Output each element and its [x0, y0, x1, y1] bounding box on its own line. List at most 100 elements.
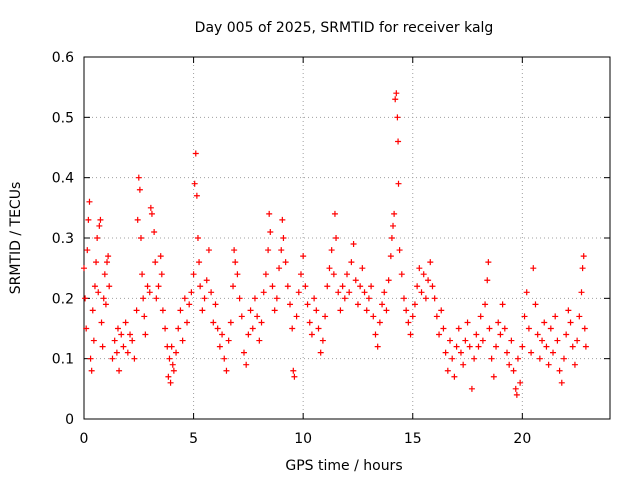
data-point	[291, 373, 298, 380]
data-point	[175, 325, 182, 332]
y-tick-label: 0.6	[52, 50, 74, 66]
data-point	[193, 192, 200, 199]
data-point	[302, 283, 309, 290]
data-point	[85, 216, 92, 223]
data-point	[479, 337, 486, 344]
data-point	[109, 355, 116, 362]
data-point	[383, 307, 390, 314]
data-point	[370, 313, 377, 320]
data-point	[363, 307, 370, 314]
data-point	[501, 325, 508, 332]
data-point	[127, 331, 134, 338]
data-point	[282, 259, 289, 266]
data-point	[317, 349, 324, 356]
data-point	[407, 331, 414, 338]
chart-title: Day 005 of 2025, SRMTID for receiver kal…	[195, 20, 494, 36]
data-point	[236, 295, 243, 302]
data-point	[390, 222, 397, 229]
data-point	[201, 295, 208, 302]
data-point	[547, 325, 554, 332]
data-point	[240, 349, 247, 356]
data-point	[521, 313, 528, 320]
data-point	[223, 367, 230, 374]
data-point	[393, 90, 400, 97]
data-point	[94, 235, 101, 241]
data-point	[297, 271, 304, 278]
data-point	[447, 337, 454, 344]
data-point	[106, 283, 113, 290]
data-point	[142, 331, 149, 338]
data-point	[168, 343, 175, 350]
data-point	[89, 307, 96, 314]
data-point	[556, 367, 563, 374]
data-point	[411, 301, 418, 308]
data-point	[243, 361, 250, 368]
data-point	[140, 295, 147, 302]
data-point	[513, 391, 520, 398]
data-point	[308, 331, 315, 338]
data-point	[508, 337, 515, 344]
data-point	[442, 349, 449, 356]
data-point	[315, 325, 322, 332]
y-axis-label: SRMTID / TECUs	[8, 182, 24, 295]
data-point	[571, 361, 578, 368]
data-point	[457, 349, 464, 356]
data-point	[550, 349, 557, 356]
data-point	[152, 259, 159, 266]
data-point	[563, 331, 570, 338]
data-point	[232, 259, 239, 266]
y-tick-labels: 0 0.1 0.2 0.3 0.4 0.5 0.6	[52, 50, 74, 428]
data-point	[265, 247, 272, 254]
data-point	[100, 295, 107, 302]
data-point	[506, 361, 513, 368]
data-point	[231, 247, 238, 254]
y-tick-label: 0.4	[52, 171, 74, 187]
data-point	[169, 361, 176, 368]
data-point	[541, 319, 548, 326]
data-point	[346, 289, 353, 296]
data-point	[136, 186, 143, 193]
data-point	[260, 289, 267, 296]
data-point	[188, 289, 195, 296]
data-point	[365, 295, 372, 302]
y-tick-label: 0.2	[52, 291, 74, 307]
data-point	[319, 337, 326, 344]
data-point	[191, 180, 198, 187]
data-point	[238, 313, 245, 320]
data-point	[159, 307, 166, 314]
data-point	[464, 319, 471, 326]
data-point	[258, 319, 265, 326]
data-point	[379, 301, 386, 308]
data-point	[295, 289, 302, 296]
data-point	[254, 313, 261, 320]
y-tick-label: 0.5	[52, 110, 74, 126]
data-point	[431, 295, 438, 302]
data-point	[392, 96, 399, 103]
data-point	[436, 331, 443, 338]
data-point	[153, 295, 160, 302]
data-point	[91, 283, 98, 290]
data-point	[374, 343, 381, 350]
data-point	[579, 265, 586, 272]
data-point	[311, 295, 318, 302]
data-point	[98, 319, 105, 326]
data-point	[517, 379, 524, 386]
data-point	[523, 289, 530, 296]
data-point	[354, 301, 361, 308]
data-point	[400, 295, 407, 302]
data-point	[429, 283, 436, 290]
data-point	[581, 325, 588, 332]
data-point	[155, 283, 162, 290]
data-point	[460, 361, 467, 368]
data-point	[372, 331, 379, 338]
data-point	[425, 277, 432, 284]
data-point	[433, 313, 440, 320]
data-point	[418, 289, 425, 296]
data-point	[337, 307, 344, 314]
data-point	[134, 216, 141, 223]
data-point	[395, 180, 402, 187]
data-point	[170, 367, 177, 374]
data-point	[186, 301, 193, 308]
data-point	[262, 271, 269, 278]
